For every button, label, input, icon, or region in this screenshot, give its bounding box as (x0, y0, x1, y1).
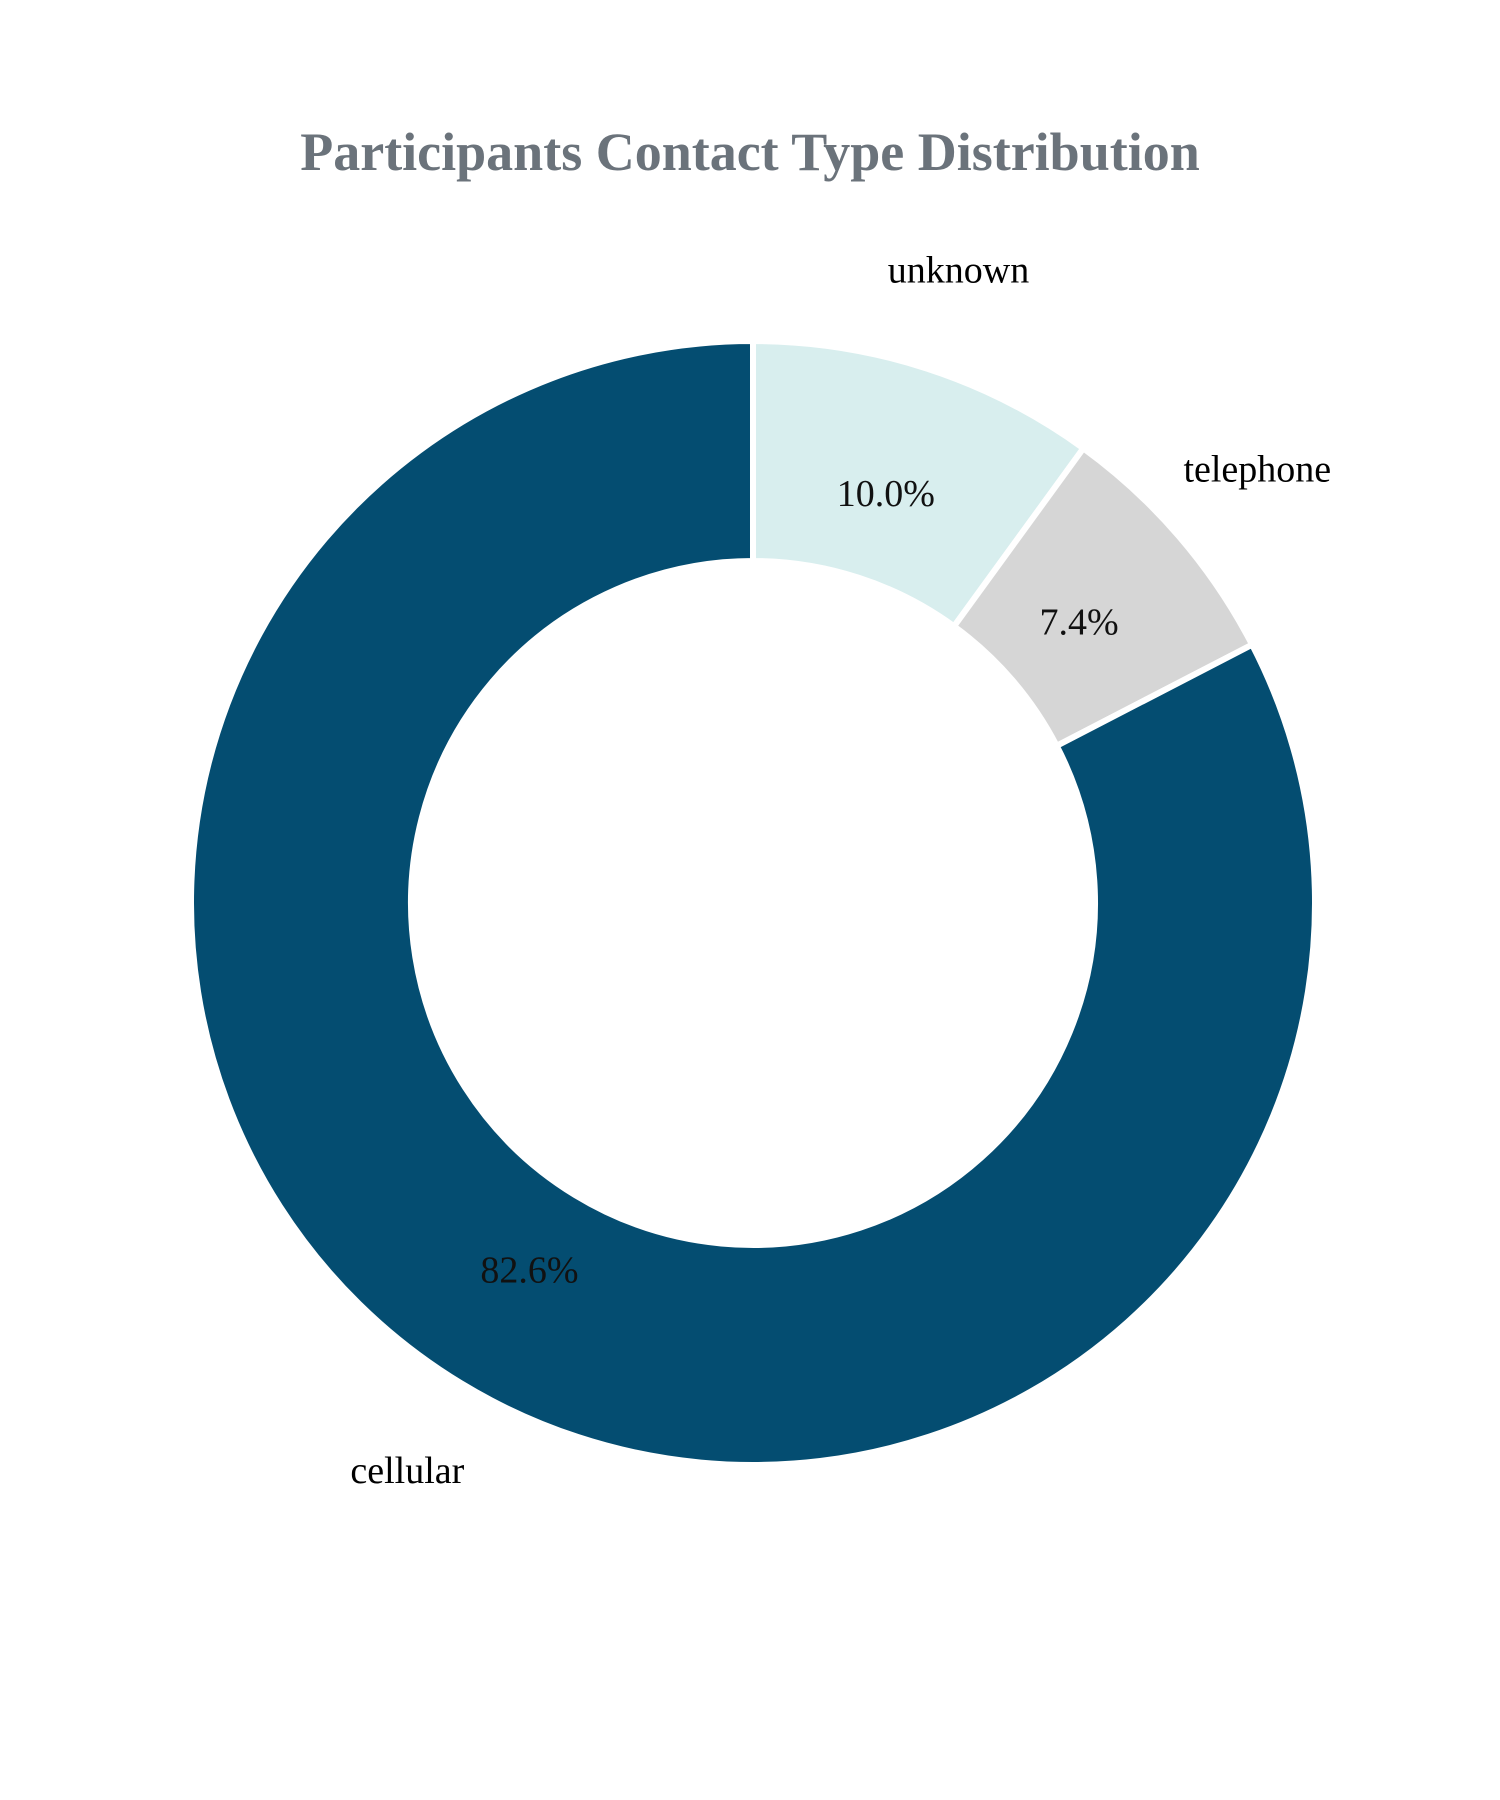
donut-slices (188, 337, 1318, 1468)
category-labels: unknown telephone cellular (350, 250, 1331, 1493)
chart-title: Participants Contact Type Distribution (300, 122, 1200, 182)
percentage-labels: 10.0% 7.4% 82.6% (480, 473, 1118, 1291)
category-label-cellular: cellular (350, 1450, 464, 1492)
category-label-unknown: unknown (888, 250, 1029, 292)
slice-cellular (188, 337, 1318, 1468)
pct-label-telephone: 7.4% (1040, 602, 1119, 644)
pct-label-unknown: 10.0% (837, 473, 935, 515)
category-label-telephone: telephone (1183, 449, 1331, 491)
pct-label-cellular: 82.6% (480, 1249, 578, 1291)
